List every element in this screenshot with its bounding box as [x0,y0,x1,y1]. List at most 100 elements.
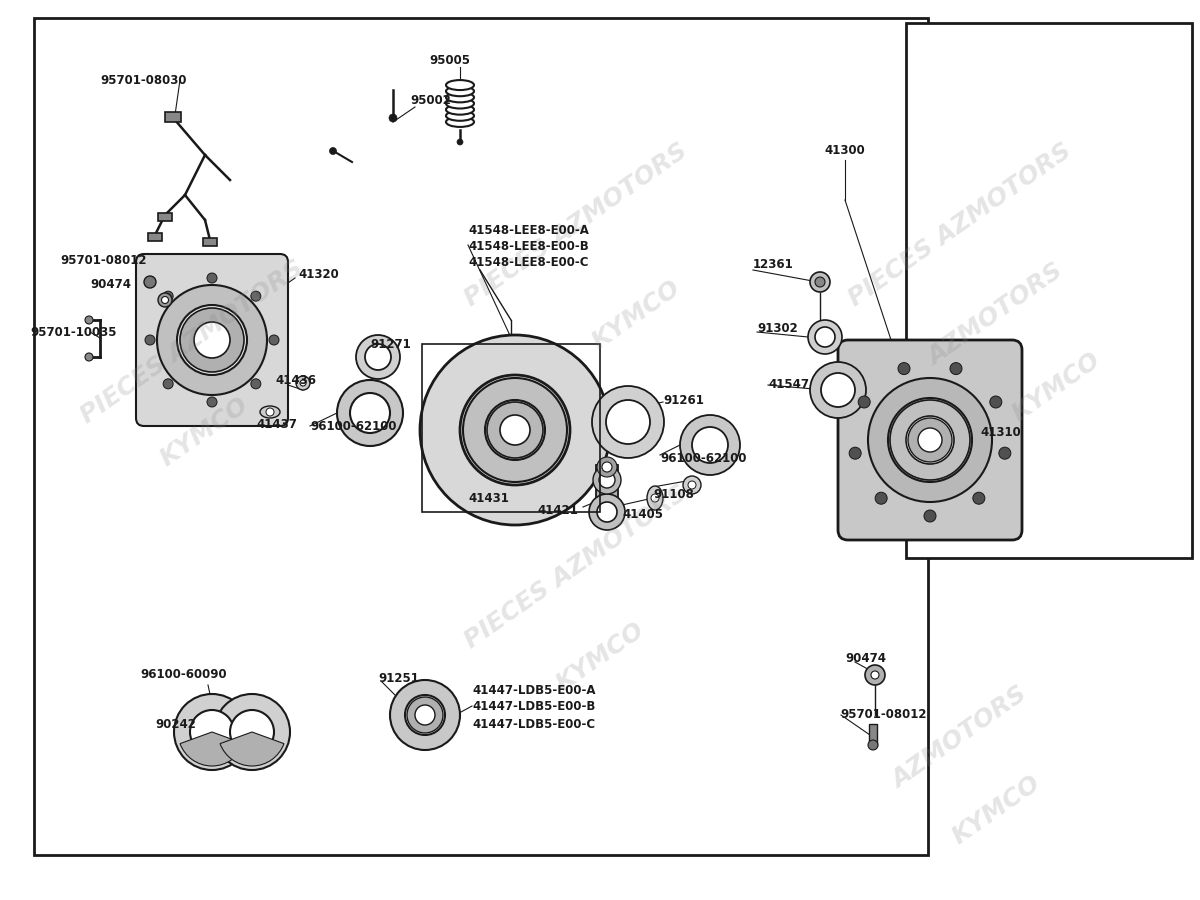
Bar [422,344,600,512]
Bar [596,464,618,519]
Circle shape [868,740,878,750]
Text: 41405: 41405 [622,508,662,521]
Wedge shape [220,732,284,766]
Circle shape [296,376,310,390]
Text: 41447-LDB5-E00-A: 41447-LDB5-E00-A [472,683,595,697]
Text: 41447-LDB5-E00-C: 41447-LDB5-E00-C [472,717,595,731]
Bar [203,238,217,246]
Text: 90474: 90474 [845,652,886,664]
Circle shape [251,292,260,302]
Circle shape [174,694,250,770]
Text: 41547: 41547 [768,379,809,392]
Ellipse shape [647,486,662,510]
Text: 41436: 41436 [275,374,316,386]
Circle shape [815,277,826,287]
Circle shape [918,428,942,452]
Ellipse shape [446,111,474,121]
Text: 41548-LEE8-E00-A: 41548-LEE8-E00-A [468,223,589,237]
Text: 90474: 90474 [90,278,131,292]
Circle shape [420,335,610,525]
Circle shape [810,362,866,418]
Circle shape [194,322,230,358]
Text: 95701-10035: 95701-10035 [30,326,116,338]
Circle shape [888,398,972,482]
Circle shape [485,400,545,460]
Ellipse shape [446,98,474,109]
Circle shape [230,710,274,754]
Circle shape [300,380,306,386]
Text: 96100-60090: 96100-60090 [140,669,227,681]
Text: 12361: 12361 [754,257,793,271]
Circle shape [998,447,1010,459]
Circle shape [145,335,155,345]
Circle shape [815,327,835,347]
Text: 96100-62100: 96100-62100 [310,419,396,433]
Circle shape [162,296,168,303]
Circle shape [407,697,443,733]
Circle shape [898,363,910,374]
Circle shape [650,494,659,502]
Circle shape [598,457,617,477]
Circle shape [163,292,173,302]
Text: 41548-LEE8-E00-B: 41548-LEE8-E00-B [468,239,589,253]
Text: 95701-08012: 95701-08012 [60,254,146,266]
Ellipse shape [446,104,474,114]
Circle shape [683,476,701,494]
Circle shape [415,705,436,725]
Circle shape [356,335,400,379]
Bar [869,724,877,746]
Circle shape [85,316,94,324]
Circle shape [487,402,542,458]
Circle shape [163,379,173,389]
Text: PIECES AZMOTORS: PIECES AZMOTORS [76,256,308,428]
Ellipse shape [260,406,280,418]
Circle shape [457,139,463,145]
Text: KYMCO: KYMCO [947,771,1045,849]
Text: 41437: 41437 [256,418,296,430]
Text: 91271: 91271 [370,338,410,352]
Circle shape [266,408,274,416]
Circle shape [850,447,862,459]
Circle shape [337,380,403,446]
Text: 41548-LEE8-E00-C: 41548-LEE8-E00-C [468,256,588,268]
Circle shape [214,694,290,770]
Circle shape [810,272,830,292]
Text: KYMCO: KYMCO [155,393,253,471]
Circle shape [950,363,962,374]
Circle shape [868,378,992,502]
Text: 95002: 95002 [410,94,451,106]
Text: 91261: 91261 [662,393,704,407]
Circle shape [808,320,842,354]
Circle shape [251,379,260,389]
Circle shape [460,375,570,485]
Circle shape [688,481,696,489]
Ellipse shape [446,80,474,90]
Circle shape [178,305,247,375]
Circle shape [924,510,936,522]
Circle shape [598,502,617,522]
Text: PIECES AZMOTORS: PIECES AZMOTORS [460,481,692,653]
Text: 41300: 41300 [824,143,865,157]
Circle shape [821,373,854,407]
Circle shape [973,492,985,504]
Circle shape [865,665,886,685]
Text: 90242: 90242 [155,718,196,732]
Circle shape [269,335,278,345]
Circle shape [599,472,616,488]
Bar [158,213,172,221]
Text: 41447-LDB5-E00-B: 41447-LDB5-E00-B [472,700,595,714]
Circle shape [500,415,530,445]
FancyBboxPatch shape [838,340,1022,540]
Circle shape [593,466,622,494]
Circle shape [208,397,217,407]
Circle shape [463,378,568,482]
Circle shape [180,308,244,372]
Text: 96100-62100: 96100-62100 [660,452,746,464]
Circle shape [871,671,878,679]
Circle shape [390,680,460,750]
Circle shape [680,415,740,475]
Text: 95005: 95005 [430,53,470,67]
Circle shape [158,293,172,307]
Text: 95701-08012: 95701-08012 [840,708,926,722]
Circle shape [85,353,94,361]
